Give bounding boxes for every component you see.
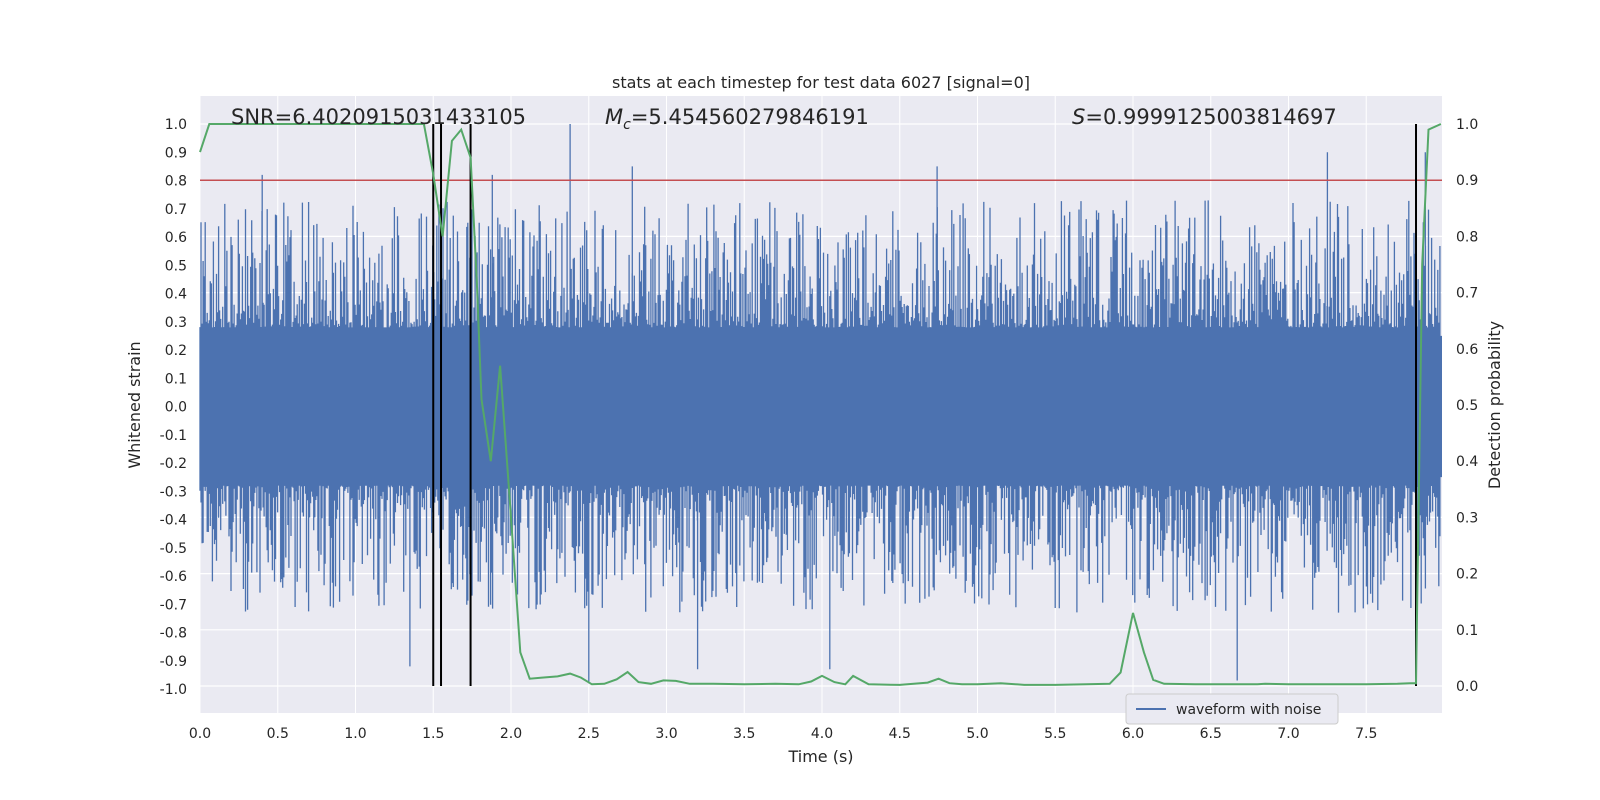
- y-tick-label: -0.7: [160, 597, 187, 613]
- y2-tick-label: 0.9: [1456, 173, 1478, 189]
- legend: waveform with noise: [1125, 693, 1339, 725]
- y2-tick-label: 0.4: [1456, 454, 1478, 470]
- x-tick-label: 1.5: [422, 726, 444, 742]
- y-tick-label: 0.5: [165, 258, 187, 274]
- x-tick-label: 3.0: [655, 726, 677, 742]
- x-tick-label: 3.5: [733, 726, 755, 742]
- y2-tick-label: 0.3: [1456, 510, 1478, 526]
- waveform-series: [199, 124, 1442, 684]
- x-tick-label: 2.0: [500, 726, 522, 742]
- waveform-line: [199, 124, 1441, 684]
- s-value: =0.9999125003814697: [1085, 105, 1336, 129]
- y-axis-label: Whitened strain: [125, 341, 144, 468]
- x-tick-label: 6.5: [1200, 726, 1222, 742]
- y-tick-label: 0.3: [165, 315, 187, 331]
- y2-tick-label: 0.0: [1456, 679, 1478, 695]
- y-tick-label: -0.3: [160, 484, 187, 500]
- snr-annotation: SNR=6.4020915031433105: [231, 105, 526, 129]
- y-tick-label: 0.4: [165, 287, 187, 303]
- y2-tick-label: 0.1: [1456, 623, 1478, 639]
- y-tick-label: -0.9: [160, 654, 187, 670]
- x-tick-label: 4.5: [889, 726, 911, 742]
- x-tick-label: 1.0: [344, 726, 366, 742]
- s-annotation: S=0.9999125003814697: [1072, 105, 1337, 129]
- y-tick-label: 1.0: [165, 117, 187, 133]
- detection-probability-series: [199, 123, 1442, 686]
- y-tick-label: -0.8: [160, 626, 187, 642]
- y2-tick-label: 0.7: [1456, 286, 1478, 302]
- x-tick-labels: 0.0 0.5 1.0 1.5 2.0 2.5 3.0 3.5 4.0 4.5 5.0 5.5 6.0 6…: [189, 726, 1378, 742]
- mc-subscript: c: [623, 117, 631, 133]
- y-tick-label: 0.9: [165, 145, 187, 161]
- y-tick-label: -1.0: [160, 682, 187, 698]
- x-tick-label: 7.5: [1355, 726, 1377, 742]
- x-tick-label: 2.5: [578, 726, 600, 742]
- y-tick-label: 0.2: [165, 343, 187, 359]
- mc-annotation: Mc=5.454560279846191: [605, 105, 869, 133]
- x-tick-label: 7.0: [1277, 726, 1299, 742]
- marker-lines: [432, 124, 1418, 686]
- x-axis-label: Time (s): [787, 747, 853, 766]
- x-tick-label: 4.0: [811, 726, 833, 742]
- y-tick-label: 0.8: [165, 174, 187, 190]
- y-tick-labels: 1.0 0.9 0.8 0.7 0.6 0.5 0.4 0.3 0.2 0.1 0.0 -0.1 -0.…: [160, 117, 187, 698]
- chart-title: stats at each timestep for test data 602…: [612, 73, 1030, 92]
- y-tick-label: -0.2: [160, 456, 187, 472]
- y2-tick-label: 1.0: [1456, 117, 1478, 133]
- y-tick-label: -0.4: [160, 513, 187, 529]
- y-tick-label: 0.7: [165, 202, 187, 218]
- y2-tick-label: 0.5: [1456, 398, 1478, 414]
- y-tick-label: 0.6: [165, 230, 187, 246]
- x-tick-label: 5.0: [966, 726, 988, 742]
- y2-tick-label: 0.6: [1456, 342, 1478, 358]
- y-tick-label: 0.0: [165, 400, 187, 416]
- x-tick-label: 0.5: [267, 726, 289, 742]
- y2-tick-labels: 1.0 0.9 0.8 0.7 0.6 0.5 0.4 0.3 0.2 0.1 0.0: [1456, 117, 1478, 695]
- s-symbol: S: [1072, 105, 1085, 129]
- y-tick-label: -0.5: [160, 541, 187, 557]
- legend-label: waveform with noise: [1176, 702, 1321, 718]
- mc-symbol: M: [605, 105, 623, 129]
- legend-box: [1125, 693, 1339, 725]
- y-tick-label: -0.1: [160, 428, 187, 444]
- y-tick-label: 0.1: [165, 371, 187, 387]
- mc-value: =5.454560279846191: [631, 105, 869, 129]
- y2-tick-label: 0.2: [1456, 567, 1478, 583]
- x-tick-label: 6.0: [1122, 726, 1144, 742]
- y2-tick-label: 0.8: [1456, 229, 1478, 245]
- x-tick-label: 5.5: [1044, 726, 1066, 742]
- y2-axis-label: Detection probability: [1485, 321, 1504, 489]
- x-tick-label: 0.0: [189, 726, 211, 742]
- y-tick-label: -0.6: [160, 569, 187, 585]
- probability-line: [199, 123, 1442, 686]
